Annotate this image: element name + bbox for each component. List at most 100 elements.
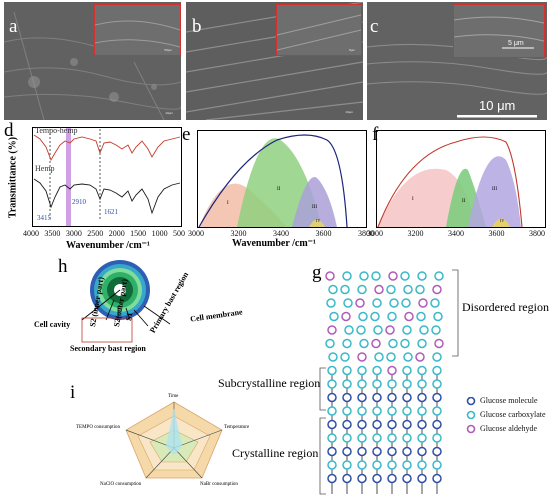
glucose-aldehyde (341, 311, 351, 322)
panel-label-i: i (70, 382, 76, 403)
glucose-carboxylate (417, 338, 427, 349)
scale-c: 10 μm (479, 98, 516, 113)
d-tick-1000: 1000 (151, 229, 168, 238)
glucose-carboxylate (434, 271, 444, 281)
glucose-aldehyde (387, 365, 397, 376)
glucose-carboxylate (372, 298, 382, 308)
glucose-carboxylate (342, 406, 352, 416)
glucose-carboxylate (387, 379, 397, 389)
glucose-carboxylate (357, 284, 367, 295)
panel-label-h: h (58, 256, 68, 277)
glucose-carboxylate (357, 406, 367, 416)
d-xlabel: Wavenumber /cm⁻¹ (66, 240, 150, 251)
glucose-carboxylate (432, 433, 442, 443)
glucose-carboxylate (357, 379, 367, 389)
panel-label-b: b (192, 16, 202, 37)
bracket-disordered (452, 269, 459, 357)
glucose-carboxylate (389, 298, 399, 308)
scale-bar-c (457, 115, 537, 118)
glucose-carboxylate (402, 379, 412, 389)
glucose-carboxylate (417, 379, 427, 389)
glucose-molecule (402, 446, 412, 457)
secondary-bast-box (81, 317, 133, 343)
d-plot-frame (32, 127, 182, 227)
sem-inset-a: 50µm (94, 4, 181, 56)
glucose-carboxylate (419, 325, 429, 335)
panel-label-f: f (372, 124, 379, 145)
glucose-carboxylate (417, 271, 427, 281)
glucose-carboxylate (329, 311, 339, 322)
radar-axis-time: Time (168, 394, 179, 399)
glucose-carboxylate (387, 433, 397, 443)
e-peak-IV (309, 219, 325, 227)
e-lbl-IV: IV (316, 218, 320, 223)
radar-axis-temperature: Temperature (224, 425, 250, 430)
glucose-molecule (372, 419, 382, 430)
glucose-molecule (357, 392, 367, 403)
glucose-carboxylate (327, 406, 337, 416)
bracket-subcrystalline (319, 367, 326, 411)
glucose-molecule (372, 473, 382, 484)
ftir-chart (32, 127, 182, 227)
glucose-carboxylate (432, 352, 442, 362)
glucose-carboxylate (432, 365, 442, 376)
glucose-carboxylate (327, 460, 337, 470)
glucose-aldehyde (327, 325, 337, 335)
glucose-carboxylate (403, 284, 413, 295)
f-tick-3400: 3400 (448, 229, 464, 238)
glucose-molecule (342, 392, 352, 403)
glucose-carboxylate (417, 365, 427, 376)
glucose-carboxylate (373, 325, 383, 335)
glucose-carboxylate (372, 379, 382, 389)
d-tick-2500: 2500 (87, 229, 104, 238)
sem-image-c: 5 μm c 10 μm (367, 2, 547, 120)
label-crystalline: Crystalline region (232, 446, 319, 460)
glucose-carboxylate (325, 338, 335, 349)
radar-axis-nabr: NaBr consumption (200, 482, 238, 487)
glucose-molecule (342, 446, 352, 457)
glucose-carboxylate (374, 352, 384, 362)
e-tick-3800: 3800 (358, 229, 374, 238)
d-legend-hemp: Hemp (35, 164, 55, 173)
d-tick-1500: 1500 (130, 229, 147, 238)
glucose-molecule (327, 419, 337, 430)
glucose-molecule (357, 419, 367, 430)
glucose-carboxylate (328, 352, 338, 362)
glucose-carboxylate (342, 365, 352, 376)
e-tick-3200: 3200 (230, 229, 247, 238)
glucose-carboxylate (327, 379, 337, 389)
glucose-carboxylate (372, 460, 382, 470)
radar-chart (125, 401, 223, 479)
label-cell-cavity: Cell cavity (34, 320, 71, 329)
glucose-carboxylate (401, 298, 411, 308)
glucose-molecule (372, 446, 382, 457)
glucose-carboxylate (371, 271, 381, 281)
f-tick-3800: 3800 (529, 229, 545, 238)
glucose-molecule (417, 419, 427, 430)
panel-label-c: c (370, 16, 379, 37)
glucose-aldehyde (434, 338, 444, 349)
glucose-aldehyde (374, 284, 384, 295)
glucose-carboxylate (386, 352, 396, 362)
glucose-carboxylate (342, 379, 352, 389)
glucose-aldehyde (415, 352, 425, 362)
glucose-carboxylate (403, 352, 413, 362)
f-envelope (377, 136, 523, 228)
glucose-molecule (342, 419, 352, 430)
glucose-carboxylate (386, 284, 396, 295)
glucose-carboxylate (372, 365, 382, 376)
glucose-aldehyde (388, 271, 398, 281)
sem-image-b: 5µm b 10µm (186, 2, 363, 120)
d-highlight-band (66, 128, 71, 226)
glucose-carboxylate (328, 284, 338, 295)
glucose-carboxylate (342, 460, 352, 470)
glucose-molecule (432, 473, 442, 484)
glucose-molecule (327, 446, 337, 457)
e-peak-III (292, 177, 337, 227)
glucose-molecule (357, 446, 367, 457)
glucose-molecule (387, 419, 397, 430)
glucose-aldehyde (325, 271, 335, 281)
f-plot-frame (376, 130, 546, 228)
glucose-carboxylate (402, 460, 412, 470)
d-series-tempo-hemp (33, 134, 181, 162)
